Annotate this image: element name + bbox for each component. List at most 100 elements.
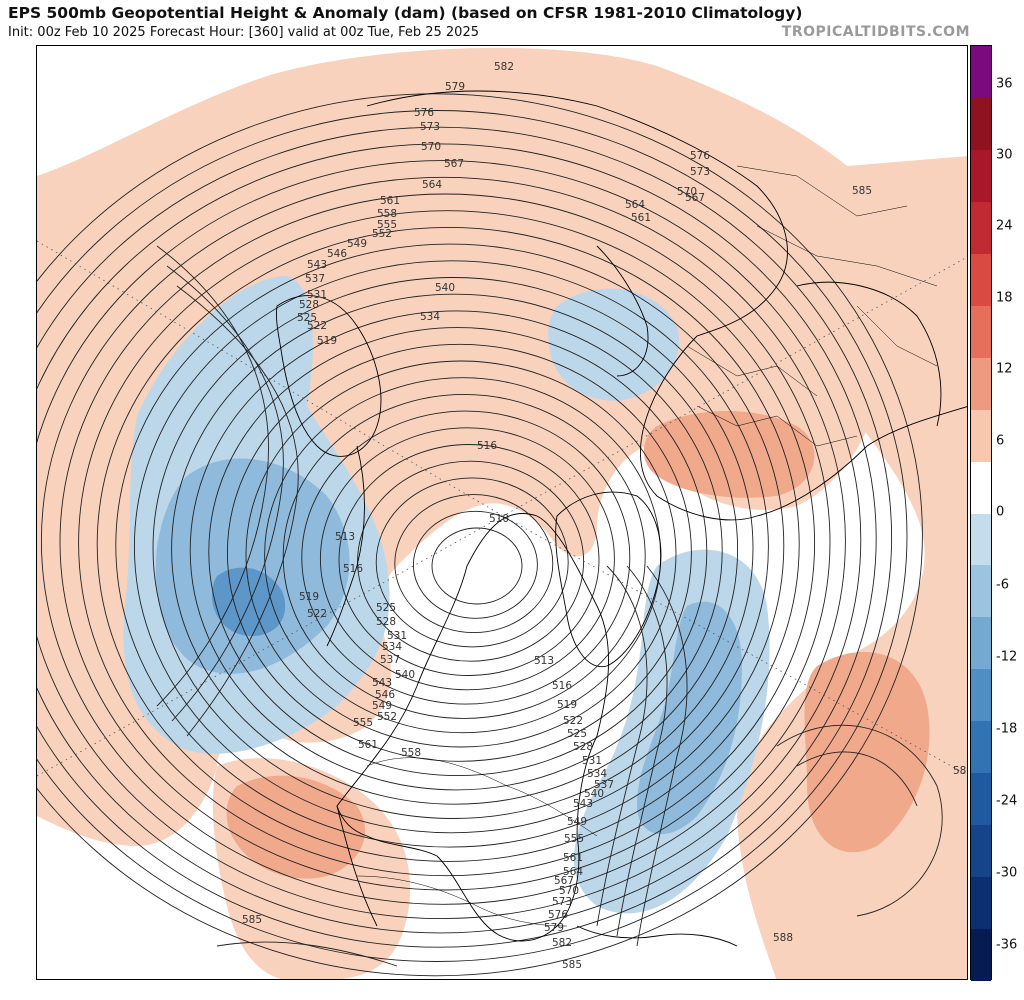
colorbar-tick-label: 0 <box>996 504 1005 520</box>
height-contour <box>796 751 918 807</box>
coastline-north-america <box>336 513 609 942</box>
contour-label: 537 <box>380 654 400 666</box>
height-contour <box>208 327 708 777</box>
colorbar-segment <box>971 201 991 255</box>
contour-label: 561 <box>380 195 400 207</box>
height-contour <box>37 110 908 962</box>
height-contour <box>394 494 554 634</box>
contour-label: 561 <box>631 212 651 224</box>
height-contour <box>166 265 284 722</box>
height-contour <box>37 143 877 934</box>
contour-labels: 5825795765735705675645615585555525495465… <box>242 61 967 971</box>
border-asia-b <box>756 225 938 287</box>
contour-label: 516 <box>343 563 363 575</box>
contour-label: 555 <box>353 717 373 729</box>
graticule-line <box>37 515 504 777</box>
contour-label: 567 <box>554 875 574 887</box>
contour-label: 534 <box>382 641 402 653</box>
colorbar-segment <box>971 97 991 151</box>
height-contour <box>59 193 831 891</box>
contour-label: 540 <box>435 282 455 294</box>
contour-label: 531 <box>582 755 602 767</box>
colorbar-tick-label: 30 <box>996 147 1013 163</box>
contour-label: 525 <box>376 602 396 614</box>
height-contour <box>37 160 862 919</box>
positive-anomaly-atlantic <box>804 651 930 853</box>
positive-anomaly-atlantic-core <box>840 663 897 752</box>
contour-label: 513 <box>335 531 355 543</box>
coastline-scandinavia <box>596 245 649 377</box>
border-africa <box>856 305 938 367</box>
colorbar-tick-label: 36 <box>996 76 1013 92</box>
height-contour <box>616 565 668 937</box>
graticule-line <box>502 256 967 517</box>
contour-label: 573 <box>420 121 440 133</box>
contour-label: 534 <box>420 311 440 323</box>
height-contour <box>40 176 846 905</box>
contour-label: 540 <box>395 669 415 681</box>
colorbar-tick-label: -30 <box>996 865 1018 881</box>
colorbar-segment <box>971 149 991 203</box>
height-contour <box>776 724 943 917</box>
contour-label: 537 <box>594 779 614 791</box>
contour-label: 519 <box>317 335 337 347</box>
contour-label: 561 <box>358 739 378 751</box>
contour-label: 522 <box>307 608 327 620</box>
border-canada-us <box>366 757 598 837</box>
height-contour <box>37 126 892 948</box>
colorbar-tick-label: -36 <box>996 937 1018 953</box>
political-borders <box>356 165 938 927</box>
coastline-africa <box>796 281 942 427</box>
contour-label: 510 <box>489 513 509 525</box>
contour-label: 519 <box>557 699 577 711</box>
contour-label: 543 <box>307 259 327 271</box>
height-contour <box>189 310 723 791</box>
contour-label: 579 <box>544 922 564 934</box>
height-contour <box>78 210 816 877</box>
border-asia-a <box>736 165 908 217</box>
contour-label: 552 <box>372 228 392 240</box>
colorbar-segment <box>971 461 991 514</box>
height-contour <box>96 226 800 862</box>
map-panel: 582 579 576 573 570 567 564 561 558 555 552 549 546 5… <box>36 45 968 980</box>
height-contour <box>338 444 600 676</box>
contour-label: 531 <box>307 289 327 301</box>
height-contour <box>282 393 646 719</box>
colorbar-tick-label: -24 <box>996 793 1018 809</box>
height-contour <box>431 527 523 605</box>
height-contour <box>245 360 677 748</box>
contour-label: 546 <box>327 248 347 260</box>
height-contour <box>176 285 299 737</box>
contour-label: 582 <box>552 937 572 949</box>
contour-label: 555 <box>564 833 584 845</box>
contour-label: 585 <box>852 185 872 197</box>
colorbar-tick-label: -18 <box>996 721 1018 737</box>
contour-label: 522 <box>563 715 583 727</box>
contour-label: 564 <box>563 866 583 878</box>
contour-label: 516 <box>552 680 572 692</box>
contour-label: 549 <box>567 816 587 828</box>
map-svg: 5825795765735705675645615585555525495465… <box>37 47 967 979</box>
height-contour <box>596 565 648 927</box>
height-contour <box>375 477 569 648</box>
colorbar-segment <box>971 929 991 982</box>
height-contour <box>171 293 739 805</box>
colorbar-tick-label: 24 <box>996 218 1013 234</box>
coastline-caribbean <box>576 925 738 947</box>
chart-subtitle: Init: 00z Feb 10 2025 Forecast Hour: [36… <box>8 25 479 40</box>
colorbar-segment <box>971 513 991 566</box>
colorbar-tick-label: 6 <box>996 433 1005 449</box>
positive-anomaly-central-asia <box>643 411 815 498</box>
contour-label: 519 <box>299 591 319 603</box>
height-contour <box>636 565 688 947</box>
contour-label: 561 <box>563 852 583 864</box>
contour-label: 582 <box>494 61 514 73</box>
contour-label: 516 <box>477 440 497 452</box>
contour-label: 543 <box>573 798 593 810</box>
colorbar-segment <box>971 46 991 99</box>
border-europe-a <box>686 345 818 397</box>
contour-label: 567 <box>444 158 464 170</box>
height-contour <box>133 260 769 834</box>
border-europe-b <box>696 405 858 447</box>
contour-label: 537 <box>305 273 325 285</box>
